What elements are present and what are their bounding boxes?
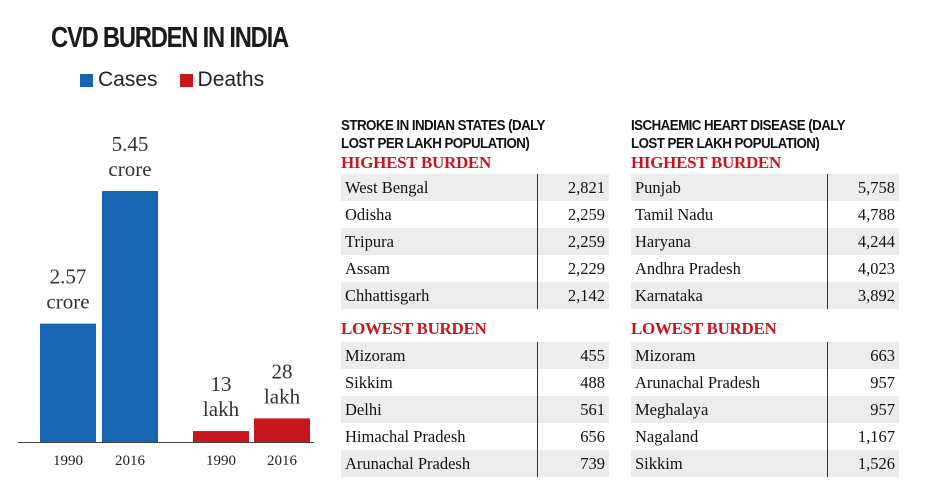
table-row: Meghalaya 957 [631,396,899,423]
x-tick-label: 1990 [206,453,236,469]
daly-value: 4,023 [827,255,899,282]
stroke-highest-label: HIGHEST BURDEN [341,153,491,172]
daly-value: 739 [537,450,609,477]
table-row: Arunachal Pradesh 739 [341,450,609,477]
legend-swatch-deaths [179,73,193,87]
table-row: Punjab 5,758 [631,174,899,201]
daly-value: 656 [537,423,609,450]
state-name: Sikkim [635,453,683,473]
bar-cases-2016 [102,191,158,442]
state-name: Karnataka [635,285,703,305]
daly-value: 3,892 [827,282,899,309]
ihd-heading-line2: LOST PER LAKH POPULATION) [631,136,820,152]
ihd-heading-line1: ISCHAEMIC HEART DISEASE (DALY [631,118,846,134]
bar-cases-1990 [40,323,96,442]
table-row: West Bengal 2,821 [341,174,609,201]
state-name: Meghalaya [635,399,709,419]
ihd-highest-rows: Punjab 5,758 Tamil Nadu 4,788 Haryana 4,244 An… [631,174,899,309]
table-row: Nagaland 1,167 [631,423,899,450]
page-title: CVD BURDEN IN INDIA [51,22,289,54]
bar-deaths-2016 [254,418,310,442]
state-name: Odisha [345,204,392,224]
table-row: Mizoram 455 [341,342,609,369]
table-row: Sikkim 488 [341,369,609,396]
daly-value: 561 [537,396,609,423]
daly-value: 2,259 [537,201,609,228]
state-name: Punjab [635,177,681,197]
legend-label-cases: Cases [98,68,158,91]
legend-item-cases: Cases [80,68,158,92]
x-tick-label: 2016 [115,453,146,469]
table-row: Sikkim 1,526 [631,450,899,477]
state-name: Arunachal Pradesh [345,453,471,473]
state-name: Tripura [345,231,394,251]
daly-value: 1,167 [827,423,899,450]
state-name: Assam [345,258,390,278]
daly-value: 2,142 [537,282,609,309]
table-row: Mizoram 663 [631,342,899,369]
daly-value: 488 [537,369,609,396]
daly-value: 957 [827,396,899,423]
stroke-lowest-rows: Mizoram 455 Sikkim 488 Delhi 561 Himachal Prad… [341,342,609,477]
state-name: Nagaland [635,426,699,446]
table-row: Assam 2,229 [341,255,609,282]
state-name: Delhi [345,399,382,419]
daly-value: 2,259 [537,228,609,255]
table-row: Tripura 2,259 [341,228,609,255]
legend-item-deaths: Deaths [179,68,265,92]
x-tick-label: 1990 [53,453,83,469]
table-row: Odisha 2,259 [341,201,609,228]
daly-value: 4,788 [827,201,899,228]
table-row: Delhi 561 [341,396,609,423]
table-row: Himachal Pradesh 656 [341,423,609,450]
stroke-table-heading: STROKE IN INDIAN STATES (DALY LOST PER L… [341,117,608,153]
daly-value: 4,244 [827,228,899,255]
daly-value: 663 [827,342,899,369]
state-name: Arunachal Pradesh [635,372,761,392]
table-row: Andhra Pradesh 4,023 [631,255,899,282]
chart-legend: Cases Deaths [80,68,264,92]
stroke-highest-rows: West Bengal 2,821 Odisha 2,259 Tripura 2,259 A… [341,174,609,309]
state-name: Haryana [635,231,691,251]
stroke-heading-line2: LOST PER LAKH POPULATION) [341,136,530,152]
daly-value: 2,229 [537,255,609,282]
legend-swatch-cases [80,73,93,87]
ihd-highest-label: HIGHEST BURDEN [631,153,781,172]
stroke-lowest-label: LOWEST BURDEN [341,319,487,338]
daly-value: 1,526 [827,450,899,477]
table-row: Haryana 4,244 [631,228,899,255]
daly-value: 5,758 [827,174,899,201]
bar-deaths-1990 [193,431,249,442]
bar-value-label: 5.45 crore [108,132,151,181]
state-name: Himachal Pradesh [345,426,466,446]
state-name: West Bengal [345,177,429,197]
daly-value: 2,821 [537,174,609,201]
state-name: Sikkim [345,372,393,392]
table-row: Chhattisgarh 2,142 [341,282,609,309]
stroke-table: STROKE IN INDIAN STATES (DALY LOST PER L… [341,117,609,477]
daly-value: 957 [827,369,899,396]
x-tick-label: 2016 [267,453,298,469]
table-row: Tamil Nadu 4,788 [631,201,899,228]
bar-value-label: 13 lakh [203,372,240,421]
state-name: Chhattisgarh [345,285,430,305]
ihd-lowest-label: LOWEST BURDEN [631,319,777,338]
ihd-table-heading: ISCHAEMIC HEART DISEASE (DALY LOST PER L… [631,117,898,153]
cvd-bar-chart: 2.57 crore 1990 5.45 crore 2016 13 lakh 1990 28 la… [18,132,314,469]
bar-value-label: 2.57 crore [46,265,89,314]
state-name: Andhra Pradesh [635,258,741,278]
daly-value: 455 [537,342,609,369]
state-name: Mizoram [635,345,696,365]
table-row: Karnataka 3,892 [631,282,899,309]
table-row: Arunachal Pradesh 957 [631,369,899,396]
state-name: Tamil Nadu [635,204,714,224]
state-name: Mizoram [345,345,406,365]
bar-value-label: 28 lakh [264,359,301,408]
ihd-table: ISCHAEMIC HEART DISEASE (DALY LOST PER L… [631,117,899,477]
stroke-heading-line1: STROKE IN INDIAN STATES (DALY [341,118,545,134]
ihd-lowest-rows: Mizoram 663 Arunachal Pradesh 957 Meghalaya 9… [631,342,899,477]
legend-label-deaths: Deaths [197,68,265,91]
